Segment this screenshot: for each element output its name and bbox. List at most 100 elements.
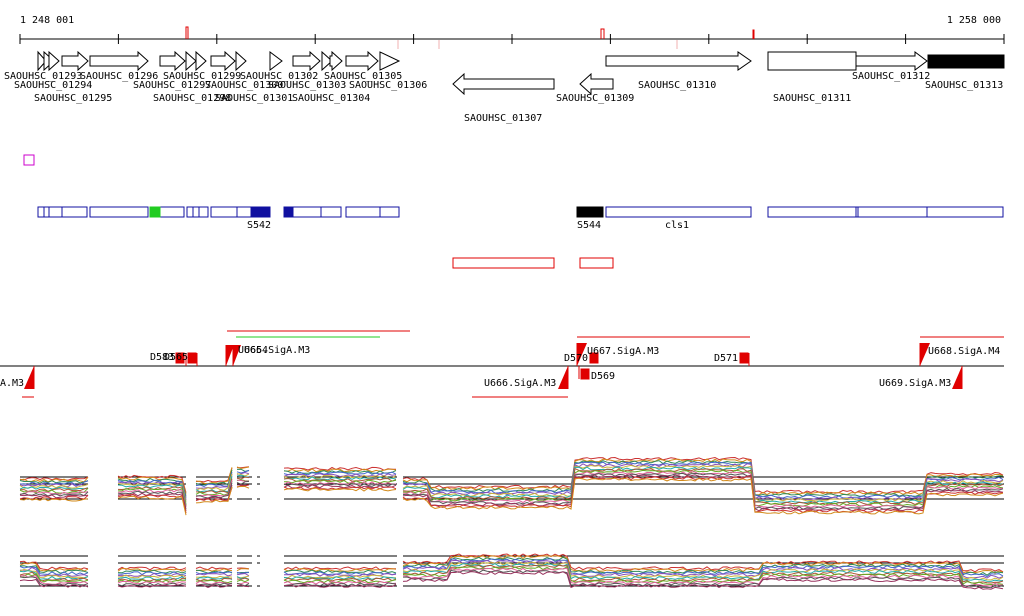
gene-highlighted[interactable]	[927, 54, 1005, 69]
expression-series-line	[402, 566, 1004, 586]
expression-series-line	[195, 476, 233, 493]
expression-series-line	[283, 481, 397, 486]
gene-arrow[interactable]	[210, 50, 236, 72]
segment-label: S544	[577, 220, 601, 231]
expression-series-line	[19, 487, 89, 494]
gene-arrow[interactable]	[185, 50, 197, 72]
gene-label: SAOUHSC_01303	[268, 80, 346, 91]
expression-series-line	[402, 464, 1004, 502]
expression-series-line	[117, 489, 187, 508]
ruler-red-markers	[185, 26, 755, 39]
antisense-box[interactable]	[452, 257, 555, 269]
expression-series-line	[402, 567, 1004, 587]
expression-series-line	[283, 577, 397, 582]
expression-series-line	[19, 570, 89, 580]
expression-series-line	[195, 471, 233, 488]
segment-box[interactable]	[345, 206, 400, 218]
expression-series-line	[195, 566, 233, 571]
gene-arrow[interactable]	[269, 51, 283, 71]
expression-series-line	[117, 584, 187, 588]
gene-arrow[interactable]	[452, 72, 555, 96]
segment-box[interactable]	[292, 206, 342, 218]
segment-box[interactable]	[186, 206, 209, 218]
segment-box[interactable]	[605, 206, 752, 218]
expression-series-line	[236, 480, 250, 485]
gene-arrow[interactable]	[48, 50, 60, 72]
antisense-box[interactable]	[579, 257, 614, 269]
gene-label: SAOUHSC_01300	[205, 80, 283, 91]
gene-arrow[interactable]	[159, 50, 186, 72]
expression-series-line	[402, 571, 1004, 590]
sigma-factor-marker[interactable]	[23, 154, 35, 166]
segment-filled[interactable]	[283, 206, 294, 218]
expression-series-line	[196, 579, 233, 584]
gene-arrow[interactable]	[195, 50, 207, 72]
expression-series-line	[195, 473, 233, 491]
gene-arrow[interactable]	[855, 51, 928, 71]
gene-arrow[interactable]	[37, 50, 47, 72]
expression-series-line	[402, 563, 1004, 582]
expression-series-line	[236, 568, 250, 572]
expression-series-line	[402, 456, 1004, 494]
expression-series-line	[283, 582, 397, 587]
gene-arrow[interactable]	[605, 51, 752, 71]
expression-series-line	[19, 571, 89, 582]
gene-arrow[interactable]	[292, 50, 321, 72]
expression-series-line	[283, 468, 397, 473]
gene-label: SAOUHSC_01313	[925, 80, 1003, 91]
segment-box[interactable]	[89, 206, 149, 218]
gene-label: SAOUHSC_01295	[34, 93, 112, 104]
expression-series-line	[236, 466, 250, 470]
expression-series-line	[402, 460, 1004, 497]
gene-arrow[interactable]	[329, 50, 343, 72]
gene-arrow[interactable]	[235, 50, 247, 72]
tss-label: D570	[564, 353, 588, 364]
gene-arrow[interactable]	[379, 51, 401, 71]
expression-series-line	[236, 584, 250, 588]
gene-arrow[interactable]	[321, 50, 333, 72]
expression-series-line	[19, 566, 89, 576]
gene-label: SAOUHSC_01306	[349, 80, 427, 91]
coordinate-ruler: 1 248 001 1 258 000	[19, 15, 1005, 49]
expression-series-line	[402, 564, 1004, 584]
expression-series-line	[402, 561, 1004, 581]
gene-arrow[interactable]	[579, 72, 614, 96]
gene-arrow[interactable]	[345, 50, 379, 72]
expression-series-line	[402, 555, 1004, 574]
expression-series-line	[283, 473, 397, 478]
gene-arrow[interactable]	[767, 51, 857, 71]
expression-series-line	[402, 471, 1004, 509]
expression-series-line	[283, 474, 397, 479]
tss-label: U667.SigA.M3	[587, 346, 659, 357]
expression-series-line	[195, 469, 233, 486]
expression-series-line	[195, 571, 233, 575]
expression-series-line	[402, 559, 1004, 579]
segment-filled[interactable]	[250, 206, 271, 218]
expression-series-line	[283, 471, 397, 476]
expression-series-line	[19, 486, 89, 490]
tss-label: D569	[591, 371, 615, 382]
expression-series-line	[195, 584, 233, 588]
expression-series-line	[283, 466, 396, 471]
segment-box[interactable]	[767, 206, 1004, 218]
gene-arrow[interactable]	[61, 50, 89, 72]
antisense-track	[452, 257, 614, 269]
expression-series-line	[195, 480, 233, 496]
segment-track	[37, 206, 1004, 218]
expression-series-line	[402, 458, 1004, 496]
expression-series-line	[284, 479, 397, 484]
segment-black[interactable]	[576, 206, 604, 218]
gene-arrow[interactable]	[89, 50, 149, 72]
expression-series-line	[117, 574, 187, 579]
expression-series-line	[195, 474, 233, 489]
segment-green[interactable]	[149, 206, 161, 218]
expression-series-line	[236, 571, 250, 574]
ruler-end-label: 1 258 000	[947, 15, 1001, 26]
expression-series-line	[283, 579, 397, 584]
tss-label: D583	[150, 352, 174, 363]
expression-series-line	[117, 476, 187, 495]
expression-series-line	[19, 576, 89, 587]
expression-series-line	[195, 484, 233, 501]
expression-series-line	[402, 553, 1004, 573]
